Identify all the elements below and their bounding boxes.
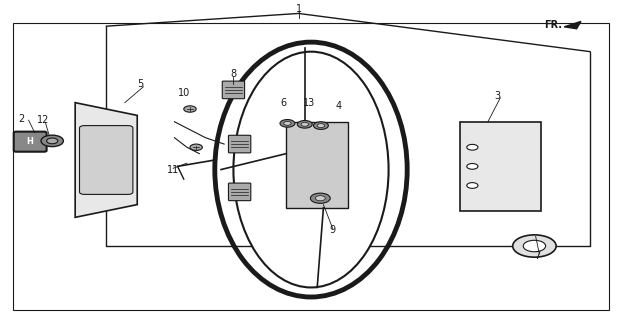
FancyBboxPatch shape <box>14 132 47 152</box>
Text: 12: 12 <box>37 115 49 125</box>
Circle shape <box>313 122 328 129</box>
FancyBboxPatch shape <box>80 125 133 195</box>
Text: 1: 1 <box>295 4 302 14</box>
Polygon shape <box>564 21 581 29</box>
Circle shape <box>523 240 545 252</box>
FancyBboxPatch shape <box>228 183 251 201</box>
Circle shape <box>280 120 295 127</box>
Text: 11: 11 <box>167 164 179 174</box>
Ellipse shape <box>233 52 389 287</box>
Text: 2: 2 <box>18 114 24 124</box>
Circle shape <box>297 121 312 128</box>
Circle shape <box>466 183 478 188</box>
Text: 7: 7 <box>534 251 541 260</box>
Text: 13: 13 <box>303 98 315 108</box>
FancyBboxPatch shape <box>228 135 251 153</box>
Circle shape <box>466 164 478 169</box>
Circle shape <box>284 122 291 125</box>
Text: 10: 10 <box>178 88 190 98</box>
Circle shape <box>190 144 202 150</box>
Text: 9: 9 <box>330 225 336 235</box>
Text: 4: 4 <box>336 101 342 111</box>
Circle shape <box>466 144 478 150</box>
Bar <box>460 122 541 211</box>
FancyBboxPatch shape <box>222 81 244 99</box>
Circle shape <box>41 135 63 147</box>
Text: FR.: FR. <box>544 20 562 29</box>
Polygon shape <box>75 103 137 217</box>
Text: 6: 6 <box>280 98 286 108</box>
Circle shape <box>47 138 58 144</box>
Circle shape <box>183 106 196 112</box>
Circle shape <box>513 235 556 257</box>
Text: H: H <box>27 137 34 146</box>
Circle shape <box>317 124 325 127</box>
Circle shape <box>301 123 309 126</box>
Circle shape <box>310 193 330 203</box>
Text: 8: 8 <box>230 69 236 79</box>
Circle shape <box>315 196 325 201</box>
Text: 3: 3 <box>494 91 500 101</box>
Text: 5: 5 <box>137 78 144 89</box>
Bar <box>286 122 348 208</box>
